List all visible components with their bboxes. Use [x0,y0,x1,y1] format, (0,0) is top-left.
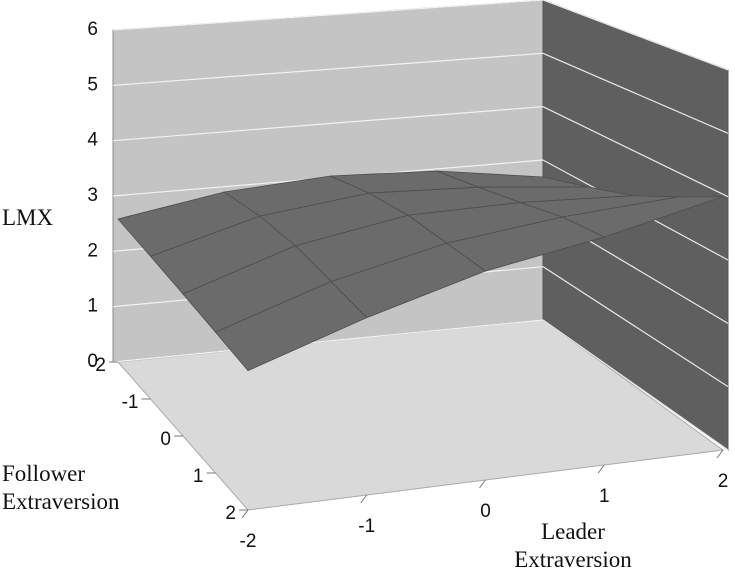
x-tick [241,509,249,519]
z-tick-label: 6 [87,19,98,40]
z-tick-label: 3 [87,185,98,206]
grid-line [112,0,544,31]
surface [117,170,724,372]
grid-line [112,52,544,86]
grid-line [542,52,729,134]
grid-line [112,319,544,363]
surface-patch [561,196,724,238]
z-tick-label: 1 [87,296,98,317]
y-tick-label: 1 [193,466,204,487]
grid-line [542,319,729,451]
z-tick-label: 2 [87,240,98,261]
grid-line [542,106,729,198]
x-tick-label: 1 [599,486,610,507]
z-tick-label: 5 [87,74,98,95]
z-tick-label: 0 [87,351,98,372]
grid-line [542,266,729,388]
x-tick-label: -1 [358,516,375,537]
x-tick-label: -2 [240,531,257,552]
grid-line [542,0,729,71]
y-tick-label: -2 [89,355,106,376]
x-tick [716,449,724,459]
x-tick [597,464,605,474]
y-axis-label: Follower Extraversion [2,461,120,514]
grid-line [112,106,544,142]
x-tick-label: 2 [718,471,729,492]
x-tick [360,494,368,504]
y-tick-label: 2 [225,503,236,524]
y-tick-label: 0 [160,429,171,450]
x-axis-label: Leader Extraversion [514,519,632,572]
z-tick-label: 4 [87,130,98,151]
z-axis-label: LMX [2,205,54,230]
x-tick-label: 0 [480,501,491,522]
x-tick [479,479,486,489]
y-tick-label: -1 [122,392,139,413]
